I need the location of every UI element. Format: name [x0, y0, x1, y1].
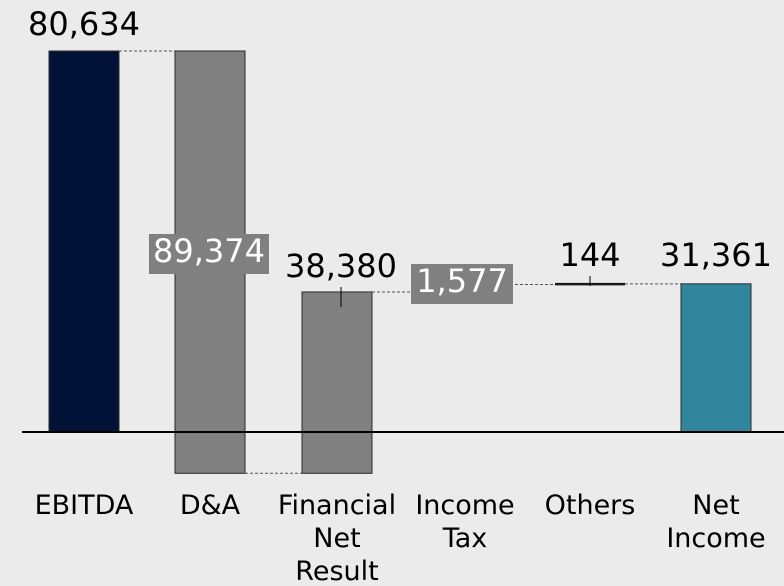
bar-net-income [680, 283, 752, 433]
category-label-income-tax: Income Tax [415, 490, 514, 554]
category-label-line: D&A [180, 490, 241, 521]
category-label-ebitda: EBITDA [35, 490, 134, 521]
bars [48, 50, 752, 474]
category-label-d-a: D&A [180, 490, 241, 521]
category-label-others: Others [545, 490, 636, 521]
bar-financial-net-result [301, 291, 373, 474]
category-label-line: Net [313, 523, 360, 554]
category-label-line: Others [545, 490, 636, 521]
connector-lines [119, 50, 681, 474]
category-label-line: Result [295, 556, 378, 586]
category-label-line: Tax [442, 523, 488, 554]
value-label-ebitda: 80,634 [28, 5, 140, 43]
value-label-net-income: 31,361 [660, 236, 772, 274]
value-label-income-tax-box [411, 264, 513, 304]
bar-ebitda [48, 50, 120, 433]
value-label-others: 144 [559, 236, 620, 274]
category-label-line: Income [666, 523, 765, 554]
category-label-line: Net [692, 490, 739, 521]
value-labels: 80,634 89,374 38,380 1,577 144 31,361 [28, 5, 772, 307]
value-label-financial-net-result: 38,380 [285, 247, 397, 285]
category-label-financial-net-result: Financial Net Result [278, 490, 396, 586]
category-label-line: Income [415, 490, 514, 521]
category-label-line: Financial [278, 490, 396, 521]
category-label-net-income: Net Income [666, 490, 765, 554]
value-label-income-tax: 1,577 [416, 262, 508, 300]
value-label-d-a-box [149, 234, 269, 274]
category-label-line: EBITDA [35, 490, 134, 521]
value-label-d-a: 89,374 [153, 232, 265, 270]
